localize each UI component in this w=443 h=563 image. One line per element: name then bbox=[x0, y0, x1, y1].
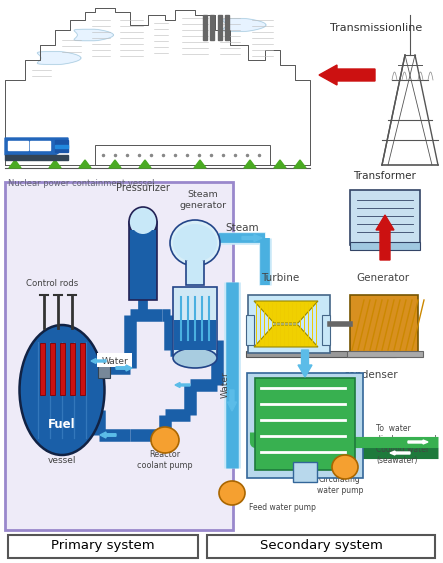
Bar bbox=[8, 535, 198, 558]
Polygon shape bbox=[203, 15, 207, 40]
Text: Turbine: Turbine bbox=[261, 273, 299, 283]
Text: Reactor
vessel: Reactor vessel bbox=[45, 445, 79, 466]
Text: Steam: Steam bbox=[225, 223, 259, 233]
FancyArrow shape bbox=[91, 359, 106, 364]
Bar bbox=[246, 351, 396, 357]
Text: To  water
discharge canal: To water discharge canal bbox=[376, 424, 437, 444]
Polygon shape bbox=[218, 15, 222, 40]
Bar bbox=[61, 343, 66, 395]
Polygon shape bbox=[225, 15, 229, 40]
Ellipse shape bbox=[129, 207, 157, 237]
Polygon shape bbox=[55, 140, 68, 152]
Polygon shape bbox=[5, 8, 310, 165]
Text: Steam
generator: Steam generator bbox=[179, 190, 226, 210]
FancyArrow shape bbox=[390, 451, 410, 455]
Polygon shape bbox=[79, 160, 91, 168]
FancyArrow shape bbox=[376, 215, 394, 260]
Ellipse shape bbox=[173, 348, 217, 368]
Text: Fuel: Fuel bbox=[48, 418, 76, 431]
Polygon shape bbox=[222, 19, 266, 32]
Polygon shape bbox=[244, 160, 256, 168]
FancyArrow shape bbox=[228, 390, 237, 411]
Bar bbox=[186, 260, 204, 285]
Text: Feed water pump: Feed water pump bbox=[249, 503, 315, 512]
Text: Water: Water bbox=[101, 358, 128, 367]
Bar bbox=[5, 182, 233, 530]
Ellipse shape bbox=[173, 224, 217, 262]
FancyArrow shape bbox=[175, 382, 190, 387]
Bar bbox=[207, 535, 435, 558]
Polygon shape bbox=[49, 160, 61, 168]
Text: Water: Water bbox=[221, 372, 229, 399]
Bar bbox=[130, 230, 156, 268]
Bar bbox=[247, 373, 363, 478]
Bar bbox=[350, 242, 420, 250]
FancyArrow shape bbox=[298, 350, 312, 377]
Text: Circulating
water pump: Circulating water pump bbox=[317, 475, 363, 495]
Polygon shape bbox=[254, 325, 318, 347]
Bar bbox=[40, 343, 46, 395]
Bar bbox=[174, 320, 216, 350]
FancyArrow shape bbox=[116, 365, 132, 371]
Polygon shape bbox=[37, 52, 81, 64]
Bar bbox=[129, 222, 157, 300]
Text: Transmissionline: Transmissionline bbox=[330, 23, 422, 33]
Polygon shape bbox=[210, 15, 214, 40]
Polygon shape bbox=[294, 160, 306, 168]
Polygon shape bbox=[55, 145, 68, 148]
Polygon shape bbox=[9, 160, 21, 168]
Bar bbox=[248, 295, 330, 353]
Polygon shape bbox=[74, 29, 113, 41]
Bar bbox=[51, 343, 55, 395]
Text: Transformer: Transformer bbox=[354, 171, 416, 181]
Polygon shape bbox=[95, 145, 270, 165]
Text: Nuclear power containment vessel: Nuclear power containment vessel bbox=[8, 178, 155, 187]
Text: condenser: condenser bbox=[343, 370, 398, 380]
Polygon shape bbox=[194, 160, 206, 168]
Text: Reactor
coolant pump: Reactor coolant pump bbox=[137, 450, 193, 470]
Ellipse shape bbox=[131, 210, 155, 234]
Bar bbox=[246, 315, 254, 345]
Ellipse shape bbox=[151, 427, 179, 453]
Polygon shape bbox=[8, 141, 28, 150]
FancyArrow shape bbox=[242, 235, 262, 242]
Bar bbox=[350, 190, 420, 245]
Bar bbox=[347, 351, 423, 357]
Bar bbox=[293, 462, 317, 482]
Bar bbox=[350, 295, 418, 353]
Ellipse shape bbox=[332, 455, 358, 479]
Polygon shape bbox=[5, 138, 68, 155]
Polygon shape bbox=[109, 160, 121, 168]
Ellipse shape bbox=[219, 481, 245, 505]
Polygon shape bbox=[5, 155, 68, 160]
Bar bbox=[97, 353, 132, 367]
Bar bbox=[81, 343, 85, 395]
Text: Pressurizer: Pressurizer bbox=[116, 183, 170, 193]
Bar bbox=[255, 378, 355, 470]
Polygon shape bbox=[274, 160, 286, 168]
Polygon shape bbox=[254, 301, 318, 323]
Ellipse shape bbox=[19, 325, 105, 455]
Bar bbox=[322, 315, 330, 345]
FancyArrow shape bbox=[319, 65, 375, 85]
Polygon shape bbox=[139, 160, 151, 168]
Text: Generator: Generator bbox=[357, 273, 410, 283]
Text: Control rods: Control rods bbox=[26, 279, 78, 288]
Polygon shape bbox=[30, 141, 50, 150]
Text: Primary system: Primary system bbox=[51, 539, 155, 552]
Text: Secondary system: Secondary system bbox=[260, 539, 382, 552]
Bar bbox=[98, 364, 110, 378]
FancyArrow shape bbox=[408, 440, 428, 444]
Text: Cooling water
(seawater): Cooling water (seawater) bbox=[376, 445, 429, 465]
Ellipse shape bbox=[170, 220, 220, 266]
FancyArrow shape bbox=[100, 432, 116, 438]
Bar bbox=[173, 287, 217, 355]
Bar bbox=[70, 343, 75, 395]
